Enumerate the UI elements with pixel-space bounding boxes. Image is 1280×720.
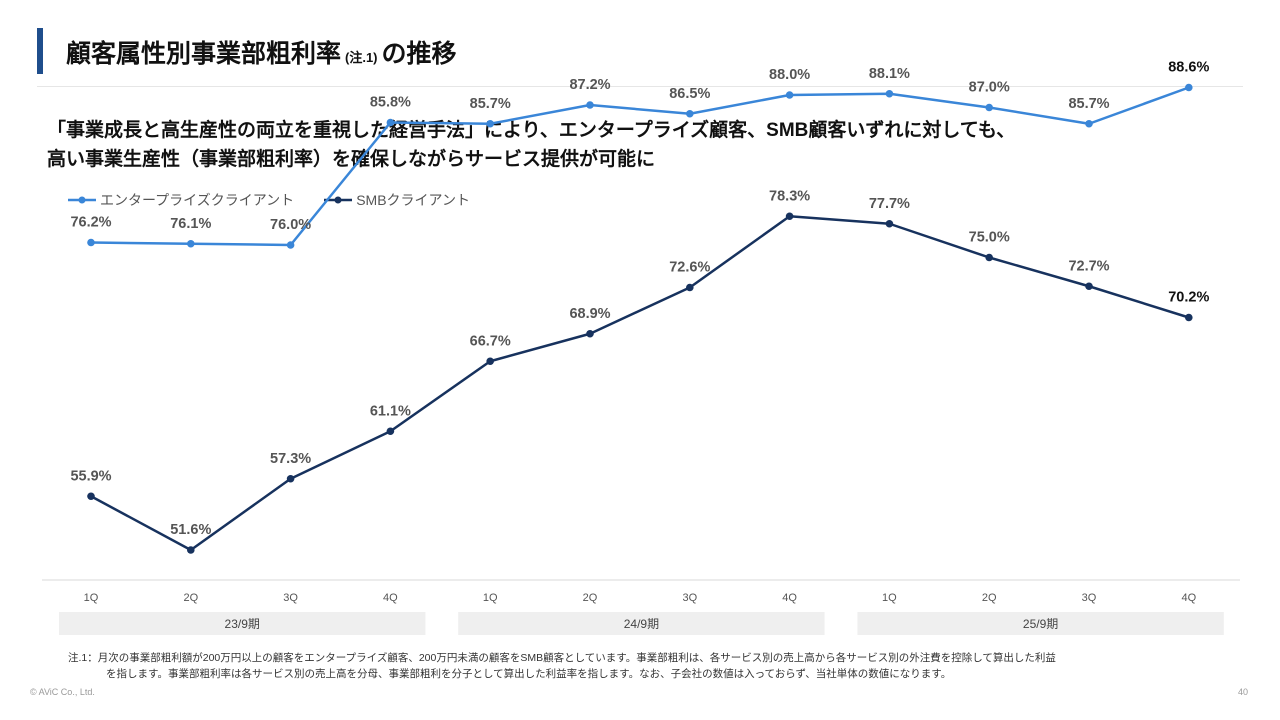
- data-point: [985, 103, 993, 112]
- data-label: 85.7%: [1068, 96, 1109, 112]
- x-tick-label: 2Q: [183, 592, 198, 604]
- data-point: [885, 89, 894, 98]
- x-tick-label: 3Q: [682, 592, 697, 604]
- lead-text: 「事業成長と高生産性の両立を重視した経営手法」により、エンタープライズ顧客、SM…: [47, 116, 1015, 174]
- series-line-smb: [90, 215, 1190, 552]
- data-label: 72.6%: [669, 260, 710, 276]
- legend-line-marker-icon: [68, 196, 96, 204]
- data-point: [785, 91, 794, 99]
- data-label: 75.0%: [969, 230, 1010, 246]
- x-tick-label: 3Q: [1082, 592, 1097, 604]
- data-point: [286, 474, 295, 483]
- x-tick-label: 4Q: [782, 592, 797, 604]
- page-title: 顧客属性別事業部粗利率 (注.1) の推移: [66, 34, 457, 70]
- period-band: [458, 612, 825, 635]
- data-point: [1185, 313, 1193, 322]
- title-accent-bar: [37, 28, 43, 74]
- data-label: 68.9%: [569, 306, 610, 322]
- legend-label-enterprise: エンタープライズクライアント: [100, 192, 295, 208]
- title-main: 顧客属性別事業部粗利率: [66, 40, 342, 68]
- data-point: [686, 109, 694, 118]
- data-label: 77.7%: [869, 196, 910, 212]
- period-band: [857, 612, 1224, 635]
- legend-item-enterprise: エンタープライズクライアント: [68, 190, 294, 210]
- legend-label-smb: SMBクライアント: [356, 192, 470, 208]
- title-note: (注.1): [345, 50, 378, 65]
- data-point: [1185, 83, 1193, 92]
- data-point: [486, 357, 495, 366]
- data-label: 85.7%: [470, 96, 511, 112]
- x-tick-label: 4Q: [1181, 592, 1196, 604]
- footnote-line-1: 注.1：月次の事業部粗利額が200万円以上の顧客をエンタープライズ顧客、200万…: [68, 652, 1056, 664]
- data-label: 76.2%: [70, 215, 111, 231]
- data-label: 51.6%: [170, 522, 211, 538]
- data-label: 88.6%: [1168, 60, 1209, 76]
- series-line-enterprise: [90, 86, 1190, 247]
- lead-line-1: 「事業成長と高生産性の両立を重視した経営手法」により、エンタープライズ顧客、SM…: [47, 120, 1016, 141]
- chart-legend: エンタープライズクライアント SMBクライアント: [68, 190, 500, 210]
- data-point: [286, 241, 295, 249]
- data-point: [187, 546, 195, 554]
- data-point: [686, 283, 694, 292]
- data-point: [985, 253, 993, 262]
- x-tick-label: 1Q: [483, 592, 498, 604]
- data-point: [87, 238, 95, 247]
- data-label: 88.0%: [769, 67, 810, 83]
- data-point: [586, 101, 594, 109]
- data-label: 55.9%: [70, 468, 111, 484]
- x-tick-label: 3Q: [283, 592, 298, 604]
- x-tick-label: 2Q: [982, 592, 997, 604]
- data-label: 76.0%: [270, 217, 311, 233]
- footnote-line-2: を指します。事業部粗利率は各サービス別の売上高を分母、事業部粗利を分子として算出…: [106, 668, 952, 680]
- data-label: 57.3%: [270, 451, 311, 467]
- footnote: 注.1：月次の事業部粗利額が200万円以上の顧客をエンタープライズ顧客、200万…: [68, 650, 1056, 682]
- copyright: © AViC Co., Ltd.: [30, 687, 95, 697]
- data-label: 66.7%: [470, 333, 511, 349]
- data-point: [1085, 119, 1093, 128]
- page-number: 40: [1237, 687, 1248, 697]
- data-label: 87.0%: [969, 80, 1010, 96]
- data-point: [386, 427, 395, 436]
- data-point: [386, 118, 395, 127]
- data-label: 86.5%: [669, 86, 710, 102]
- title-divider: [37, 86, 1243, 87]
- data-label: 70.2%: [1168, 290, 1209, 306]
- x-tick-label: 2Q: [583, 592, 598, 604]
- data-label: 61.1%: [370, 403, 411, 419]
- x-tick-label: 1Q: [882, 592, 897, 604]
- period-band: [59, 612, 426, 635]
- period-label: 24/9期: [624, 617, 659, 631]
- data-point: [586, 329, 594, 338]
- data-point: [187, 239, 195, 248]
- lead-line-2: 高い事業生産性（事業部粗利率）を確保しながらサービス提供が可能に: [47, 149, 656, 170]
- period-label: 23/9期: [225, 617, 260, 631]
- period-label: 25/9期: [1023, 617, 1058, 631]
- data-point: [87, 492, 95, 501]
- data-point: [1085, 282, 1093, 291]
- x-tick-label: 1Q: [84, 592, 99, 604]
- data-label: 87.2%: [569, 77, 610, 93]
- data-label: 88.1%: [869, 66, 910, 82]
- title-suffix: の推移: [381, 40, 457, 68]
- data-point: [885, 219, 894, 228]
- data-label: 76.1%: [170, 216, 211, 232]
- data-point: [486, 119, 495, 128]
- data-label: 85.8%: [370, 95, 411, 111]
- data-point: [785, 212, 794, 221]
- data-label: 78.3%: [769, 188, 810, 204]
- x-tick-label: 4Q: [383, 592, 398, 604]
- data-label: 72.7%: [1068, 258, 1109, 274]
